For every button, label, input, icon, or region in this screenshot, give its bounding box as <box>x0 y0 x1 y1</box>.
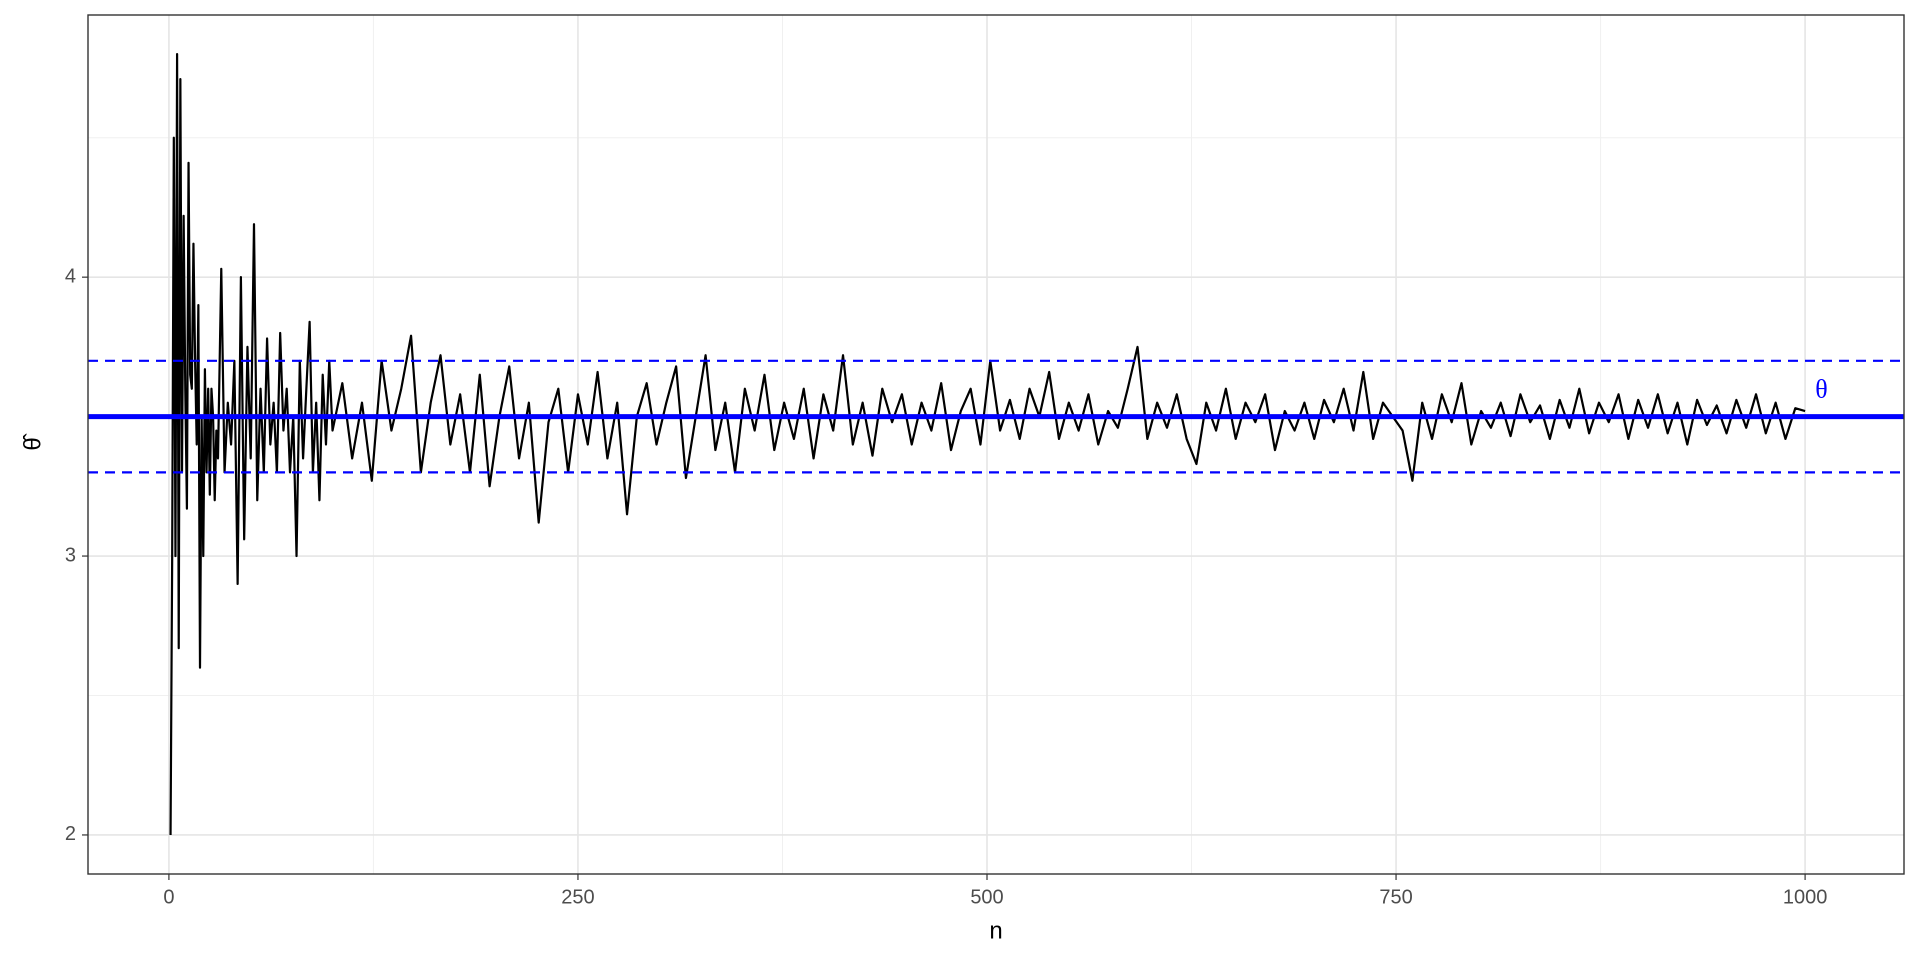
x-tick-label: 750 <box>1379 886 1412 908</box>
y-tick-label: 2 <box>65 823 76 845</box>
x-tick-label: 1000 <box>1783 886 1828 908</box>
panel-border <box>87 14 1905 875</box>
data-line <box>169 52 1806 835</box>
x-axis-title: n <box>989 917 1002 944</box>
y-axis-title: θ̂ <box>19 433 46 450</box>
y-tick-label: 4 <box>65 265 76 287</box>
x-tick-label: 250 <box>561 886 594 908</box>
y-tick-label: 3 <box>65 544 76 566</box>
x-tick-label: 500 <box>970 886 1003 908</box>
x-tick-label: 0 <box>163 886 174 908</box>
annotation: θ <box>1815 374 1827 403</box>
